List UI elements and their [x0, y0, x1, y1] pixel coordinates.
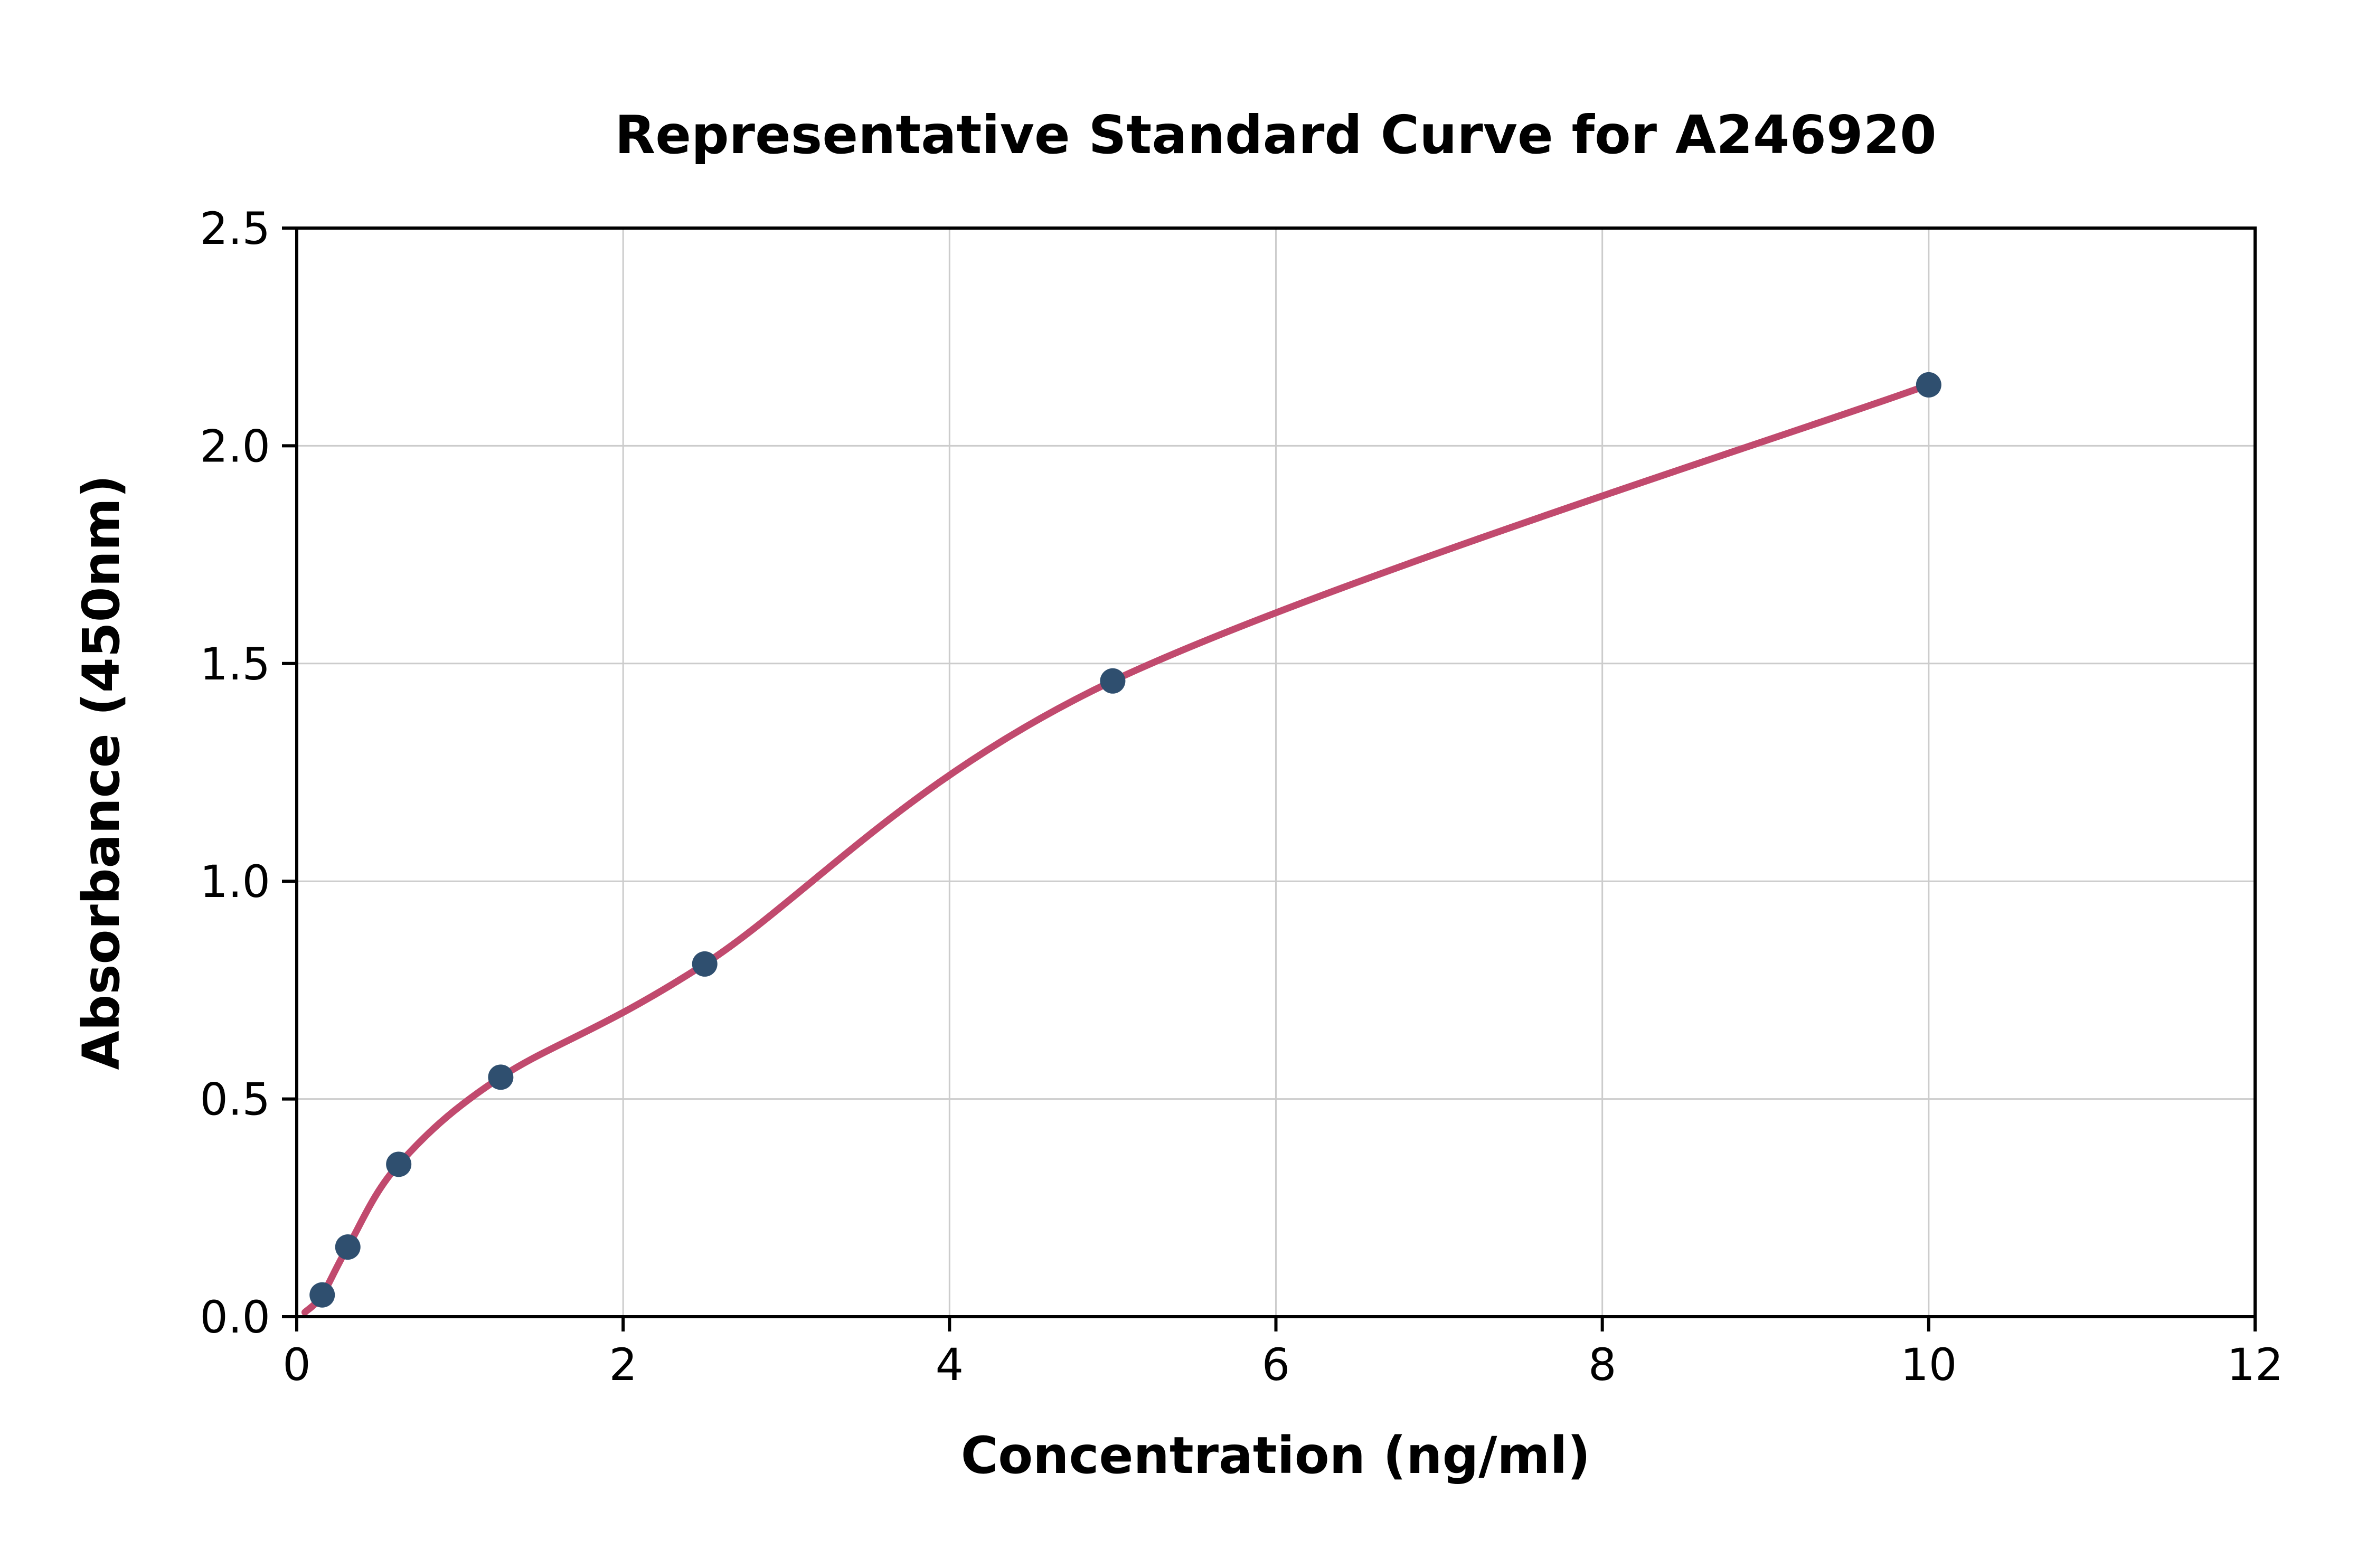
x-axis-label: Concentration (ng/ml) [961, 1426, 1590, 1485]
data-point [1916, 372, 1941, 398]
x-tick-label: 2 [609, 1339, 637, 1391]
x-tick-label: 10 [1900, 1339, 1957, 1391]
chart-title: Representative Standard Curve for A24692… [615, 104, 1936, 166]
data-point [1100, 668, 1126, 694]
x-tick-label: 0 [282, 1339, 310, 1391]
data-point [488, 1064, 514, 1090]
x-tick-label: 4 [936, 1339, 964, 1391]
y-tick-label: 2.5 [200, 203, 270, 254]
x-tick-label: 12 [2227, 1339, 2284, 1391]
data-point [386, 1151, 412, 1177]
y-tick-label: 0.0 [200, 1291, 270, 1343]
data-point [692, 951, 718, 977]
plot-content: 0 2 4 6 8 10 12 0.0 0.5 1.0 1.5 2.0 2.5 [200, 203, 2283, 1391]
data-point [309, 1282, 335, 1308]
x-tick-label: 8 [1588, 1339, 1616, 1391]
data-point [335, 1234, 361, 1260]
x-tick-label: 6 [1262, 1339, 1290, 1391]
y-tick-label: 1.5 [200, 638, 270, 690]
y-tick-label: 0.5 [200, 1074, 270, 1126]
y-tick-label: 1.0 [200, 856, 270, 908]
fit-curve [301, 381, 1932, 1316]
y-axis-label: Absorbance (450nm) [72, 475, 131, 1070]
y-tick-label: 2.0 [200, 420, 270, 472]
